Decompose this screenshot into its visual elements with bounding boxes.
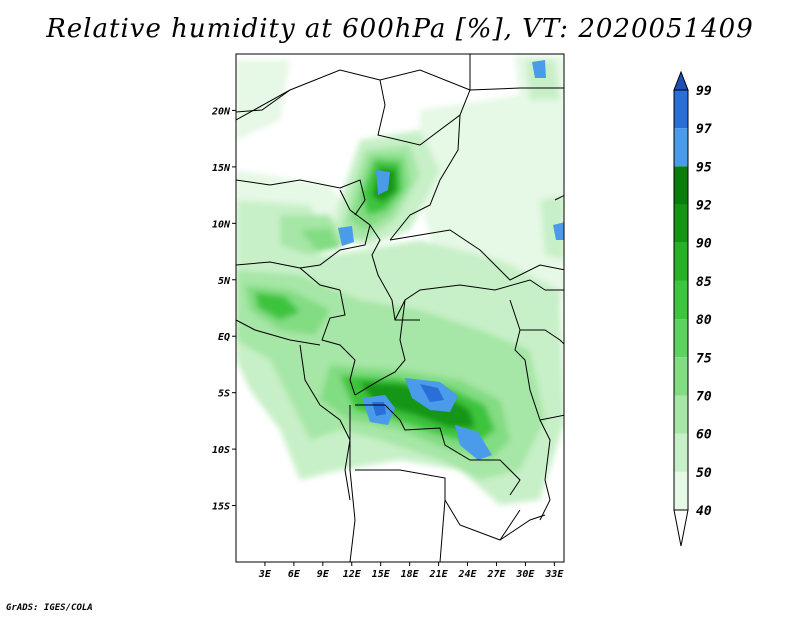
colorbar-segment [674, 280, 688, 320]
colorbar-segment [674, 242, 688, 281]
lon-tick-label: 6E [288, 569, 301, 580]
lat-tick-label: 15S [212, 502, 230, 513]
colorbar-label: 60 [696, 428, 712, 443]
colorbar-label: 40 [696, 504, 712, 519]
colorbar-label: 99 [696, 84, 712, 99]
map-frame [235, 53, 565, 563]
colorbar-label: 85 [696, 275, 712, 290]
lon-tick-label: 33E [544, 569, 564, 580]
lon-tick-label: 21E [429, 569, 449, 580]
lon-tick-label: 9E [317, 569, 330, 580]
colorbar-label: 50 [696, 466, 712, 481]
colorbar-segment [674, 204, 688, 243]
colorbar-high-arrow [673, 70, 689, 91]
lat-tick-label: EQ [218, 332, 230, 343]
lat-tick-label: 5N [218, 276, 231, 287]
humidity-field [236, 54, 564, 562]
colorbar-segment [674, 90, 688, 129]
colorbar-label: 95 [696, 160, 712, 175]
lon-tick-label: 15E [372, 569, 391, 580]
lat-tick-label: 20N [211, 106, 231, 117]
lat-tick-label: 15N [212, 163, 231, 174]
colorbar-label: 92 [696, 199, 712, 214]
colorbar-label: 70 [696, 389, 712, 404]
colorbar-segment [674, 357, 688, 396]
latitude-ticks: 20N 15N 10N 5N EQ 5S 10S 15S [211, 106, 236, 513]
colorbar-segment [674, 471, 688, 510]
lat-tick-label: 5S [218, 389, 230, 400]
colorbar-segment [674, 128, 688, 167]
colorbar-segment [674, 395, 688, 434]
lon-tick-label: 3E [258, 569, 272, 580]
colorbar-outline [673, 89, 689, 511]
lon-tick-label: 12E [343, 569, 362, 580]
colorbar-segment [674, 433, 688, 472]
colorbar-label: 97 [696, 122, 712, 137]
colorbar-label: 80 [696, 313, 712, 328]
lat-tick-label: 10N [212, 219, 231, 230]
lat-tick-label: 10S [212, 445, 230, 456]
colorbar-label: 90 [696, 237, 712, 252]
colorbar: 40 50 60 70 75 80 85 90 92 95 97 99 [673, 70, 712, 547]
colorbar-segment [674, 166, 688, 205]
lon-tick-label: 18E [401, 569, 420, 580]
colorbar-segment [674, 319, 688, 358]
lon-tick-label: 24E [457, 569, 477, 580]
lon-tick-label: 27E [486, 569, 506, 580]
credit-label: GrADS: IGES/COLA [6, 603, 93, 613]
colorbar-label: 75 [696, 351, 712, 366]
chart-title: Relative humidity at 600hPa [%], VT: 202… [46, 14, 754, 44]
colorbar-low-arrow [673, 509, 689, 547]
lon-tick-label: 30E [515, 569, 535, 580]
country-borders [236, 54, 564, 562]
longitude-ticks: 3E 6E 9E 12E 15E 18E 21E 24E 27E 30E 33E [258, 562, 564, 580]
